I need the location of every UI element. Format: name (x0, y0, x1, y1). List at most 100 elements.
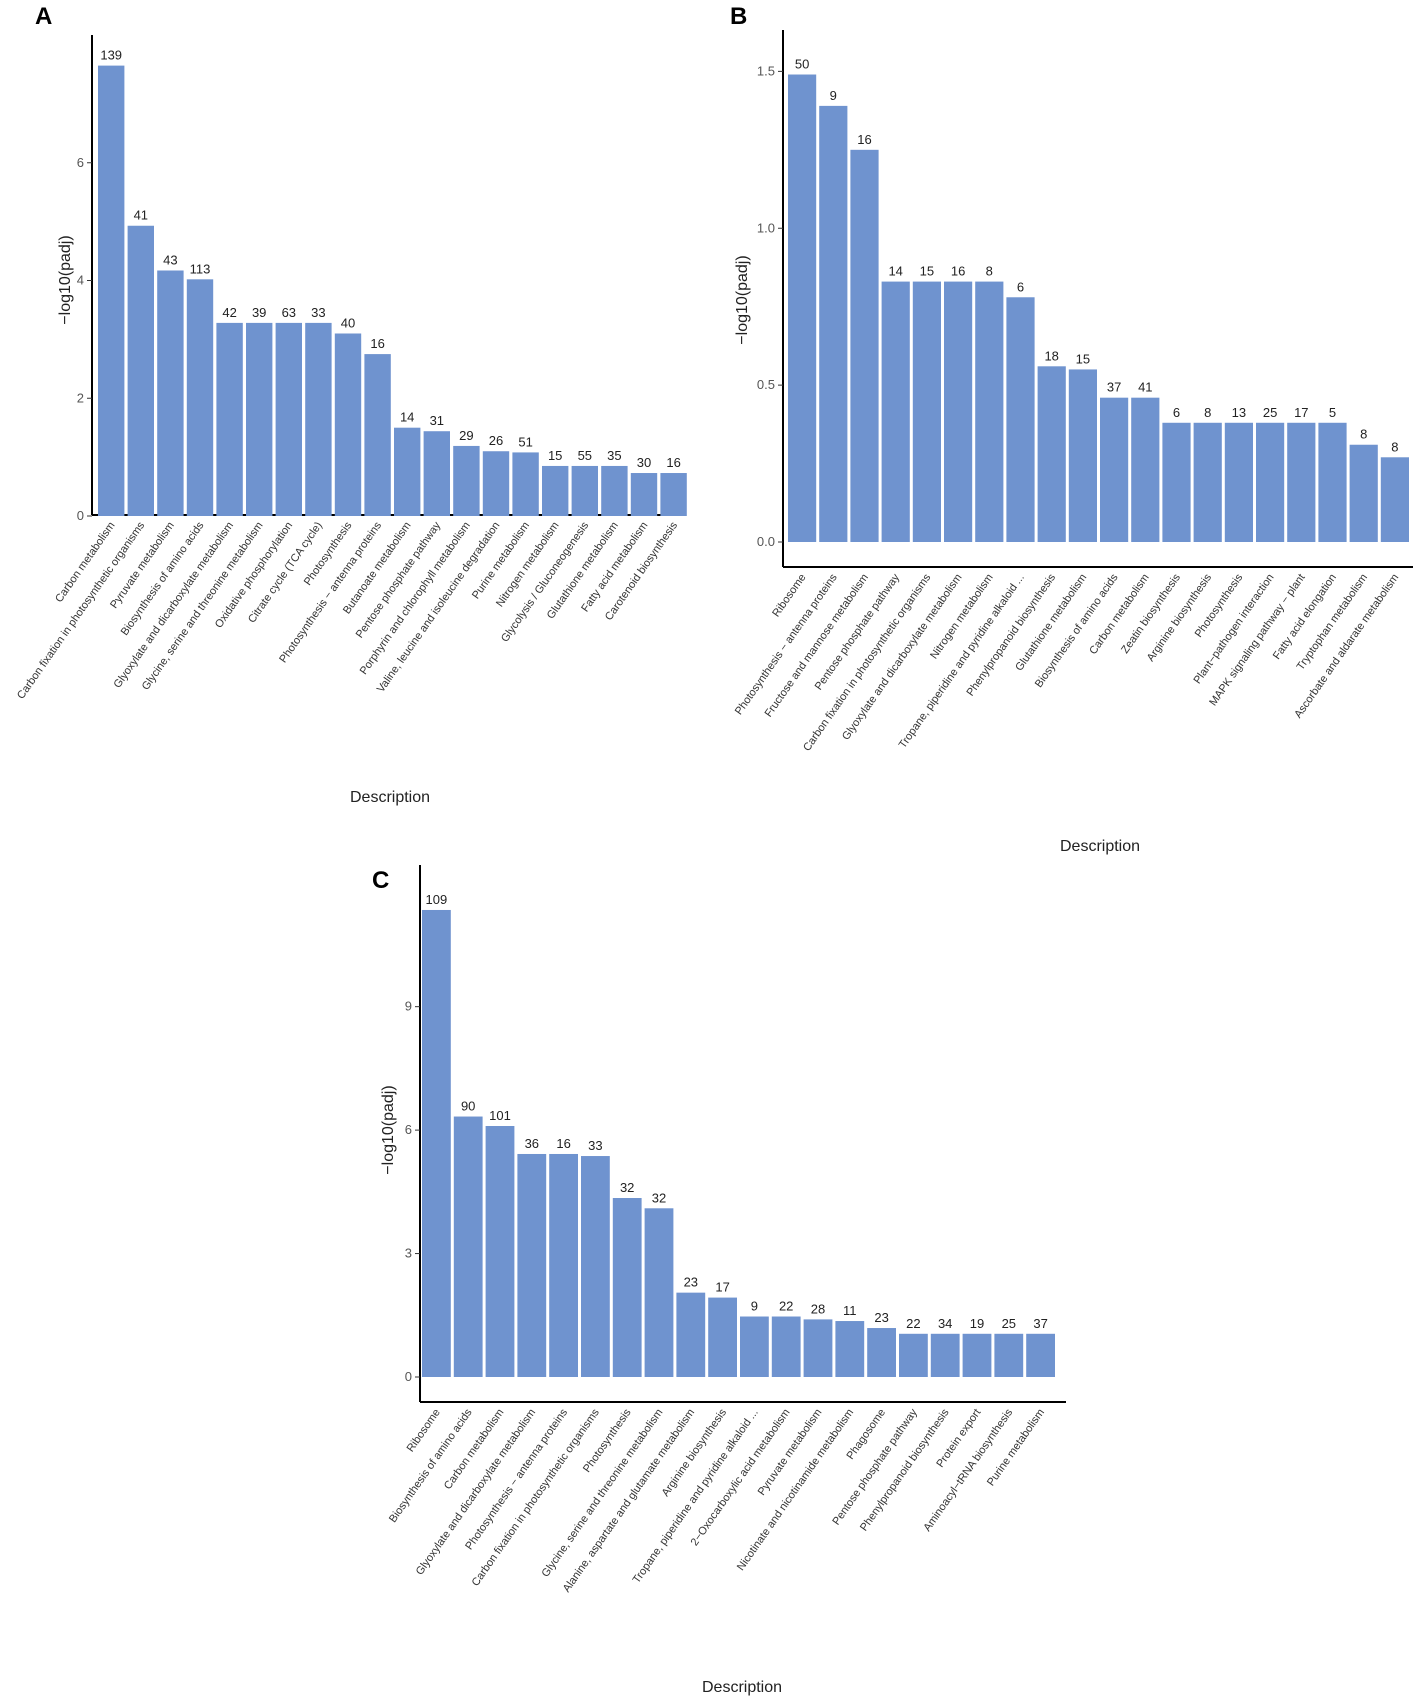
bar-pyruvate-metabolism (157, 270, 184, 516)
bar-count-label: 8 (1360, 427, 1367, 442)
bar-biosynthesis-of-amino-acids (186, 279, 214, 516)
bar-count-label: 14 (888, 264, 902, 279)
y-tick-label: 4 (77, 273, 84, 288)
bar-count-label: 6 (1017, 279, 1024, 294)
bar-purine-metabolism (1026, 1333, 1055, 1377)
bar-count-label: 26 (489, 433, 503, 448)
bar-count-label: 16 (556, 1136, 570, 1151)
bar-count-label: 30 (637, 455, 651, 470)
panel-letter: B (730, 3, 747, 30)
bar-count-label: 9 (830, 88, 837, 103)
bar-count-label: 109 (426, 892, 448, 907)
bar-citrate-cycle-tca-cycle (305, 322, 332, 516)
bar-count-label: 23 (684, 1275, 698, 1290)
bar-count-label: 37 (1033, 1316, 1047, 1331)
bar-count-label: 51 (518, 434, 532, 449)
x-tick-label: Glyoxylate and dicarboxylate metabolism (840, 572, 965, 743)
panel-letter: A (35, 3, 52, 30)
bar-count-label: 5 (1329, 405, 1336, 420)
bar-count-label: 41 (1138, 380, 1152, 395)
bar-count-label: 8 (986, 264, 993, 279)
x-tick-label: Glyoxylate and dicarboxylate metabolism (414, 1407, 539, 1578)
y-tick-label: 0.0 (757, 534, 775, 549)
bar-count-label: 15 (1076, 351, 1090, 366)
bar-count-label: 29 (459, 428, 473, 443)
bar-butanoate-metabolism (394, 427, 421, 516)
bar-glyoxylate-and-dicarboxylate-metabolism (216, 322, 243, 516)
y-axis-title: −log10(padj) (380, 1085, 397, 1174)
bar-carbon-metabolism (1131, 397, 1160, 542)
bar-carbon-fixation-in-photosynthetic-organisms (127, 225, 154, 516)
bar-count-label: 17 (715, 1280, 729, 1295)
bar-glyoxylate-and-dicarboxylate-metabolism (517, 1153, 547, 1377)
bar-carbon-metabolism (98, 65, 125, 516)
bar-pyruvate-metabolism (803, 1319, 833, 1377)
y-tick-label: 0 (77, 508, 84, 523)
bar-count-label: 14 (400, 410, 414, 425)
bar-nicotinate-and-nicotinamide-metabolism (835, 1321, 865, 1377)
bar-count-label: 40 (341, 315, 355, 330)
x-tick-label: Zeatin biosynthesis (1119, 571, 1183, 655)
x-axis-title: Description (1060, 838, 1140, 855)
bar-count-label: 50 (795, 57, 809, 72)
y-tick-label: 1.0 (757, 220, 775, 235)
bar-count-label: 22 (906, 1316, 920, 1331)
bar-carbon-metabolism (485, 1126, 515, 1377)
bar-glutathione-metabolism (1068, 369, 1097, 542)
bar-pentose-phosphate-pathway (423, 431, 450, 516)
bar-pentose-phosphate-pathway (881, 281, 910, 542)
bar-ascorbate-and-aldarate-metabolism (1380, 457, 1409, 542)
x-axis-title: Description (702, 1679, 782, 1696)
bar-protein-export (962, 1333, 992, 1377)
bar-count-label: 31 (430, 413, 444, 428)
bar-count-label: 8 (1204, 405, 1211, 420)
bar-porphyrin-and-chlorophyll-metabolism (453, 445, 480, 516)
bar-count-label: 34 (938, 1316, 952, 1331)
bar-plant-pathogen-interaction (1256, 422, 1285, 542)
y-tick-label: 1.5 (757, 63, 775, 78)
bar-photosynthesis (612, 1198, 642, 1377)
bar-aminoacyl-trna-biosynthesis (994, 1333, 1024, 1377)
bar-count-label: 39 (252, 305, 266, 320)
bar-count-label: 9 (751, 1299, 758, 1314)
bar-glycine-serine-and-threonine-metabolism (644, 1208, 674, 1377)
bar-purine-metabolism (512, 452, 539, 516)
bar-count-label: 13 (1232, 405, 1246, 420)
bar-fatty-acid-elongation (1318, 422, 1347, 542)
bar-glutathione-metabolism (601, 465, 628, 516)
bar-count-label: 63 (282, 305, 296, 320)
bar-count-label: 90 (461, 1099, 475, 1114)
y-tick-label: 6 (77, 155, 84, 170)
bar-count-label: 35 (607, 448, 621, 463)
x-tick-label: Carbon metabolism (1087, 572, 1152, 657)
bar-mapk-signaling-pathway-plant (1287, 422, 1316, 542)
bar-count-label: 32 (620, 1180, 634, 1195)
x-tick-label: Glycine, serine and threonine metabolism (540, 1407, 666, 1580)
bar-count-label: 23 (874, 1310, 888, 1325)
bar-count-label: 37 (1107, 380, 1121, 395)
bar-carbon-fixation-in-photosynthetic-organisms (581, 1156, 610, 1377)
bar-photosynthesis-antenna-proteins (549, 1153, 578, 1377)
bar-count-label: 16 (370, 336, 384, 351)
bar-photosynthesis (334, 333, 362, 516)
bar-tropane-piperidine-and-pyridine-alkaloid (740, 1316, 769, 1377)
bar-tropane-piperidine-and-pyridine-alkaloid (1006, 297, 1035, 542)
x-tick-label: Carbon metabolism (442, 1407, 507, 1492)
bar-count-label: 36 (525, 1136, 539, 1151)
bar-phenylpropanoid-biosynthesis (1037, 366, 1066, 542)
x-axis-title: Description (350, 789, 430, 806)
bar-count-label: 15 (548, 448, 562, 463)
bar-count-label: 8 (1391, 439, 1398, 454)
bar-count-label: 101 (489, 1108, 511, 1123)
bar-oxidative-phosphorylation (275, 322, 302, 516)
y-axis-title: −log10(padj) (734, 255, 751, 344)
bar-phagosome (867, 1328, 896, 1377)
bar-arginine-biosynthesis (1193, 422, 1222, 542)
bar-count-label: 15 (920, 264, 934, 279)
bar-count-label: 6 (1173, 405, 1180, 420)
y-tick-label: 6 (405, 1122, 412, 1137)
bar-count-label: 25 (1002, 1316, 1016, 1331)
